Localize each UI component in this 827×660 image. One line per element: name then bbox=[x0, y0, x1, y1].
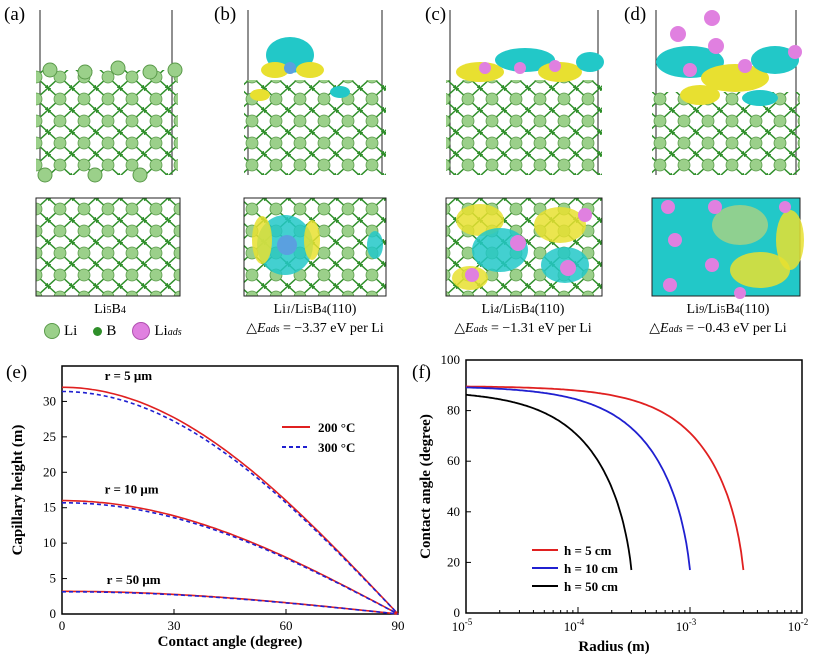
legend-label-300: 300 °C bbox=[318, 440, 355, 455]
x-tick-label: 10-2 bbox=[788, 617, 809, 634]
panel-label-f: (f) bbox=[412, 362, 431, 383]
y-tick-label: 5 bbox=[50, 571, 57, 586]
series-line bbox=[62, 502, 399, 615]
liads-legend-icon bbox=[132, 322, 151, 340]
li-legend-label: Li bbox=[64, 322, 78, 339]
panel-label-b: (b) bbox=[214, 4, 237, 25]
y-axis-label: Capillary height (m) bbox=[10, 425, 26, 556]
structure-c-side bbox=[446, 10, 604, 175]
liads-legend-label: Liads bbox=[154, 322, 182, 339]
y-tick-label: 10 bbox=[43, 535, 56, 550]
caption-d: Li9/Li5B4(110) bbox=[686, 302, 770, 317]
structure-d-top bbox=[651, 197, 804, 299]
series-line bbox=[465, 386, 691, 571]
series-line bbox=[465, 393, 633, 571]
y-tick-label: 25 bbox=[43, 429, 56, 444]
y-tick-label: 60 bbox=[447, 453, 460, 468]
legend-label: h = 50 cm bbox=[564, 579, 618, 594]
li-legend-icon bbox=[44, 323, 60, 339]
y-tick-label: 100 bbox=[441, 355, 461, 367]
series-line bbox=[62, 390, 399, 615]
legend-label: h = 5 cm bbox=[564, 543, 612, 558]
panel-label-c: (c) bbox=[425, 4, 447, 25]
x-axis-label: Contact angle (degree) bbox=[158, 634, 303, 650]
structure-b-side bbox=[244, 10, 386, 175]
x-tick-label: 90 bbox=[392, 618, 405, 633]
x-axis-label: Radius (m) bbox=[578, 639, 649, 655]
structure-images bbox=[35, 10, 804, 299]
structure-a-top bbox=[35, 197, 181, 297]
chart-f: 10-5 10-4 10-3 10-2 0 20 40 60 80 100 Radius (m) Co… bbox=[418, 355, 809, 655]
panel-label-e: (e) bbox=[6, 362, 28, 383]
energy-c: △Eads = −1.31 eV per Li bbox=[454, 321, 592, 336]
plot-frame bbox=[61, 365, 399, 615]
x-tick-label: 0 bbox=[59, 618, 66, 633]
panel-label-d: (d) bbox=[624, 4, 647, 25]
y-tick-label: 15 bbox=[43, 500, 56, 515]
plot-frame bbox=[465, 359, 803, 614]
energy-b: △Eads = −3.37 eV per Li bbox=[246, 321, 384, 336]
structure-d-side bbox=[652, 10, 802, 175]
structure-a-side bbox=[36, 10, 183, 183]
x-tick-label: 10-4 bbox=[564, 617, 585, 634]
structure-b-top bbox=[243, 197, 387, 297]
annotation: r = 5 μm bbox=[105, 368, 153, 383]
series-line bbox=[62, 591, 399, 615]
y-tick-label: 20 bbox=[447, 554, 460, 569]
b-legend-label: B bbox=[106, 322, 117, 339]
structure-c-top bbox=[445, 197, 603, 297]
y-tick-label: 40 bbox=[447, 504, 460, 519]
series-line bbox=[62, 499, 399, 615]
y-tick-label: 30 bbox=[43, 393, 56, 408]
y-tick-label: 80 bbox=[447, 403, 460, 418]
y-tick-label: 0 bbox=[454, 605, 461, 620]
caption-a: Li5B4 bbox=[94, 302, 126, 317]
y-tick-label: 20 bbox=[43, 464, 56, 479]
x-tick-label: 10-5 bbox=[452, 617, 473, 634]
y-axis-label: Contact angle (degree) bbox=[418, 414, 434, 559]
legend-label: h = 10 cm bbox=[564, 561, 618, 576]
annotation: r = 50 μm bbox=[107, 572, 161, 587]
y-tick-label: 0 bbox=[50, 606, 57, 621]
series-line bbox=[62, 590, 399, 615]
x-tick-label: 30 bbox=[168, 618, 181, 633]
annotation: r = 10 μm bbox=[105, 481, 159, 496]
b-legend-icon bbox=[93, 326, 103, 336]
x-tick-label: 60 bbox=[280, 618, 293, 633]
caption-c: Li4/Li5B4(110) bbox=[481, 302, 565, 317]
series-line bbox=[466, 385, 745, 571]
atom-legend: Li B Liads bbox=[44, 322, 182, 340]
caption-b: Li1/Li5B4(110) bbox=[273, 302, 357, 317]
x-tick-label: 10-3 bbox=[676, 617, 697, 634]
energy-d: △Eads = −0.43 eV per Li bbox=[649, 321, 787, 336]
panel-label-a: (a) bbox=[4, 4, 26, 25]
legend-label-200: 200 °C bbox=[318, 420, 355, 435]
